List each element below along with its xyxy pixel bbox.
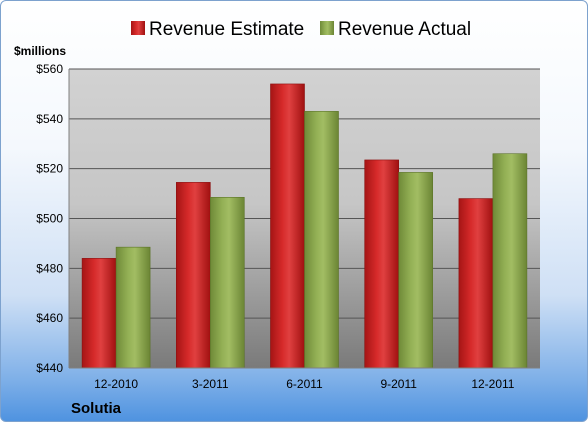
bar-revenue-actual-9-2011 — [398, 172, 434, 369]
y-tick-label: $440 — [36, 361, 63, 375]
y-tick-label: $520 — [36, 162, 63, 176]
x-tick-label: 12-2011 — [471, 377, 514, 391]
legend-label-revenue-estimate: Revenue Estimate — [149, 19, 304, 40]
y-tick-label: $560 — [36, 62, 63, 76]
bar-revenue-actual-12-2010 — [115, 246, 151, 369]
legend-label-revenue-actual: Revenue Actual — [338, 19, 471, 40]
legend: Revenue Estimate Revenue Actual — [131, 19, 471, 40]
legend-swatch-revenue-actual — [320, 21, 334, 35]
company-name: Solutia — [71, 400, 122, 417]
y-tick-label: $480 — [36, 261, 63, 275]
y-tick-label: $460 — [36, 311, 63, 325]
bar-revenue-actual-12-2011 — [492, 153, 528, 369]
bar-revenue-actual-6-2011 — [304, 111, 339, 369]
x-tick-label: 6-2011 — [286, 377, 323, 391]
y-axis-unit-label: $millions — [14, 44, 66, 58]
y-tick-label: $540 — [36, 112, 63, 126]
bar-revenue-estimate-3-2011 — [176, 182, 211, 369]
legend-swatch-revenue-estimate — [131, 21, 145, 35]
x-tick-label: 3-2011 — [192, 377, 229, 391]
bar-revenue-actual-3-2011 — [210, 197, 245, 369]
x-tick-label: 9-2011 — [380, 377, 417, 391]
bar-revenue-estimate-6-2011 — [270, 83, 305, 369]
bar-revenue-estimate-12-2011 — [458, 198, 494, 369]
bar-revenue-estimate-9-2011 — [364, 159, 400, 369]
y-tick-label: $500 — [36, 212, 63, 226]
bars — [81, 83, 528, 369]
x-tick-label: 12-2010 — [94, 377, 138, 391]
x-tick-labels: 12-2010 3-2011 6-2011 9-2011 12-2011 — [94, 377, 515, 391]
y-tick-labels: $440 $460 $480 $500 $520 $540 $560 — [36, 62, 63, 375]
bar-revenue-estimate-12-2010 — [81, 258, 117, 369]
